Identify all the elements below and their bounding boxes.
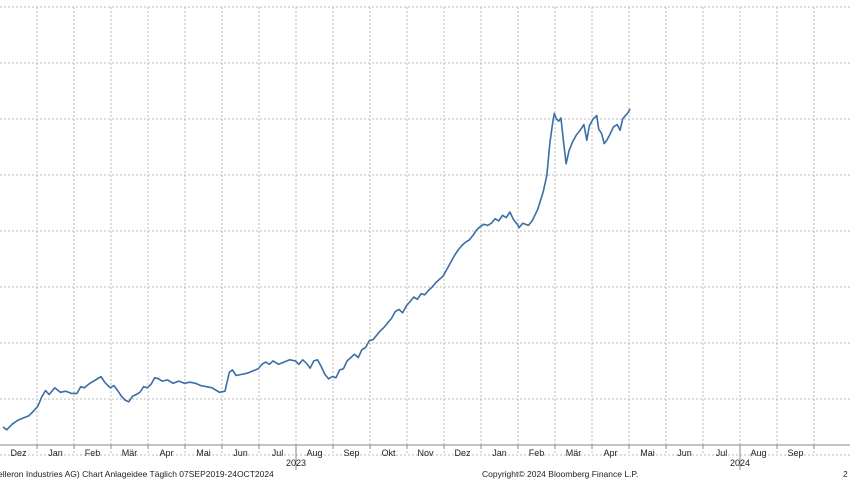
x-tick-label: Jul — [272, 448, 284, 458]
x-year-label: 2024 — [730, 458, 750, 468]
x-tick-label: Dez — [454, 448, 471, 458]
x-tick-label: Mär — [566, 448, 582, 458]
chart-series — [2, 108, 631, 431]
x-tick-label: Sep — [787, 448, 803, 458]
x-tick-label: Feb — [529, 448, 545, 458]
x-tick-label: Mai — [196, 448, 211, 458]
x-tick-label: Sep — [343, 448, 359, 458]
x-tick-label: Okt — [381, 448, 396, 458]
chart-footer-description: elleron Industries AG) Chart Anlageidee … — [0, 469, 274, 479]
x-tick-label: Jun — [677, 448, 692, 458]
series-line — [2, 108, 631, 431]
x-tick-label: Aug — [750, 448, 766, 458]
x-tick-label: Aug — [306, 448, 322, 458]
x-tick-label: Dez — [10, 448, 27, 458]
x-tick-label: Jul — [716, 448, 728, 458]
x-tick-label: Mär — [122, 448, 138, 458]
x-year-label: 2023 — [286, 458, 306, 468]
x-tick-label: Mai — [640, 448, 655, 458]
x-tick-label: Apr — [603, 448, 617, 458]
x-tick-label: Jan — [492, 448, 507, 458]
chart-grid — [0, 6, 850, 456]
x-tick-label: Feb — [85, 448, 101, 458]
chart-footer-page-number: 2 — [843, 469, 848, 479]
x-axis — [0, 444, 850, 470]
x-tick-label: Jan — [48, 448, 63, 458]
chart-footer-copyright: Copyright© 2024 Bloomberg Finance L.P. — [482, 469, 639, 479]
x-tick-labels: Dez Jan Feb Mär Apr Mai Jun Jul Aug Sep Okt Nov Dez J… — [10, 448, 803, 468]
x-tick-label: Jun — [233, 448, 248, 458]
x-tick-label: Apr — [159, 448, 173, 458]
x-tick-label: Nov — [417, 448, 434, 458]
